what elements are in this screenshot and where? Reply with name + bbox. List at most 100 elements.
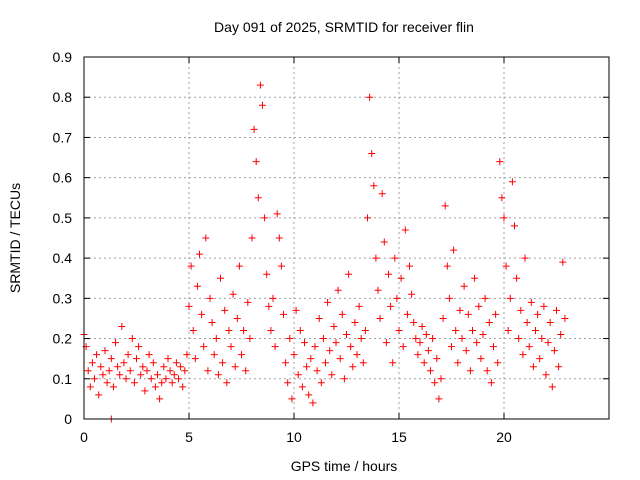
data-point [120, 359, 128, 367]
data-point [105, 367, 113, 375]
data-point [271, 343, 279, 351]
data-point [429, 335, 437, 343]
data-point [542, 371, 550, 379]
data-point [147, 375, 155, 383]
grid-lines [84, 57, 609, 419]
data-point [149, 359, 157, 367]
data-point [227, 343, 235, 351]
x-tick-label: 0 [80, 429, 88, 445]
y-tick-label: 0.9 [53, 49, 73, 65]
data-point [135, 343, 143, 351]
data-point [477, 355, 485, 363]
data-point [508, 178, 516, 186]
data-point [183, 351, 191, 359]
data-point [172, 359, 180, 367]
data-point [397, 274, 405, 282]
data-point [160, 363, 168, 371]
data-point [435, 395, 443, 403]
data-point [97, 363, 105, 371]
data-point [177, 363, 185, 371]
data-point [305, 391, 313, 399]
data-point [475, 302, 483, 310]
data-point [317, 379, 325, 387]
data-point [561, 314, 569, 322]
x-tick-label: 15 [391, 429, 407, 445]
data-point [403, 310, 411, 318]
chart-title: Day 091 of 2025, SRMTID for receiver fli… [214, 19, 474, 35]
x-tick-label: 10 [286, 429, 302, 445]
data-point [315, 314, 323, 322]
data-point [208, 318, 216, 326]
data-point [385, 270, 392, 278]
data-point [511, 222, 518, 230]
data-point [200, 343, 208, 351]
data-point [351, 318, 359, 326]
data-point [387, 302, 395, 310]
data-point [326, 347, 334, 355]
data-point [206, 294, 214, 302]
data-point [494, 359, 502, 367]
data-point [433, 355, 441, 363]
data-point [544, 339, 552, 347]
data-point [286, 335, 294, 343]
data-point [519, 351, 527, 359]
data-point [498, 194, 506, 202]
data-point [462, 347, 470, 355]
y-tick-label: 0.7 [53, 129, 73, 145]
data-point [540, 302, 548, 310]
data-point [534, 310, 542, 318]
data-point [296, 327, 304, 335]
data-point [521, 254, 529, 262]
data-point [427, 367, 434, 375]
data-point [441, 202, 449, 210]
data-point [202, 234, 210, 242]
data-point [483, 367, 491, 375]
y-tick-label: 0.1 [53, 371, 73, 387]
data-point [242, 367, 250, 375]
data-point [265, 302, 273, 310]
data-point [382, 339, 390, 347]
data-point [319, 335, 327, 343]
y-tick-label: 0.8 [53, 89, 73, 105]
data-point [338, 310, 346, 318]
data-point [275, 234, 283, 242]
data-point [114, 363, 122, 371]
data-point [261, 214, 269, 222]
data-point [473, 339, 481, 347]
data-point [506, 294, 514, 302]
data-point [204, 367, 212, 375]
data-point [210, 351, 218, 359]
data-point [116, 371, 124, 379]
data-point [311, 343, 319, 351]
data-point [546, 318, 554, 326]
data-point [523, 318, 531, 326]
data-point [504, 327, 512, 335]
data-point [340, 375, 348, 383]
data-point [343, 331, 350, 339]
data-point [246, 335, 254, 343]
data-point [198, 310, 206, 318]
data-point [162, 375, 170, 383]
data-point [217, 274, 224, 282]
data-point [408, 290, 416, 298]
data-point [181, 367, 189, 375]
data-point [458, 335, 466, 343]
data-point [469, 327, 476, 335]
data-point [492, 310, 500, 318]
data-point [471, 274, 479, 282]
data-point [225, 327, 233, 335]
data-point [479, 331, 487, 339]
data-point [214, 371, 222, 379]
y-tick-label: 0 [64, 411, 72, 427]
data-point [412, 335, 420, 343]
data-point [330, 322, 338, 330]
data-point [389, 359, 397, 367]
data-point [233, 314, 241, 322]
data-point [235, 262, 243, 270]
data-point [345, 270, 353, 278]
data-points [80, 81, 569, 423]
data-point [380, 238, 388, 246]
data-point [414, 351, 422, 359]
data-point [464, 310, 472, 318]
